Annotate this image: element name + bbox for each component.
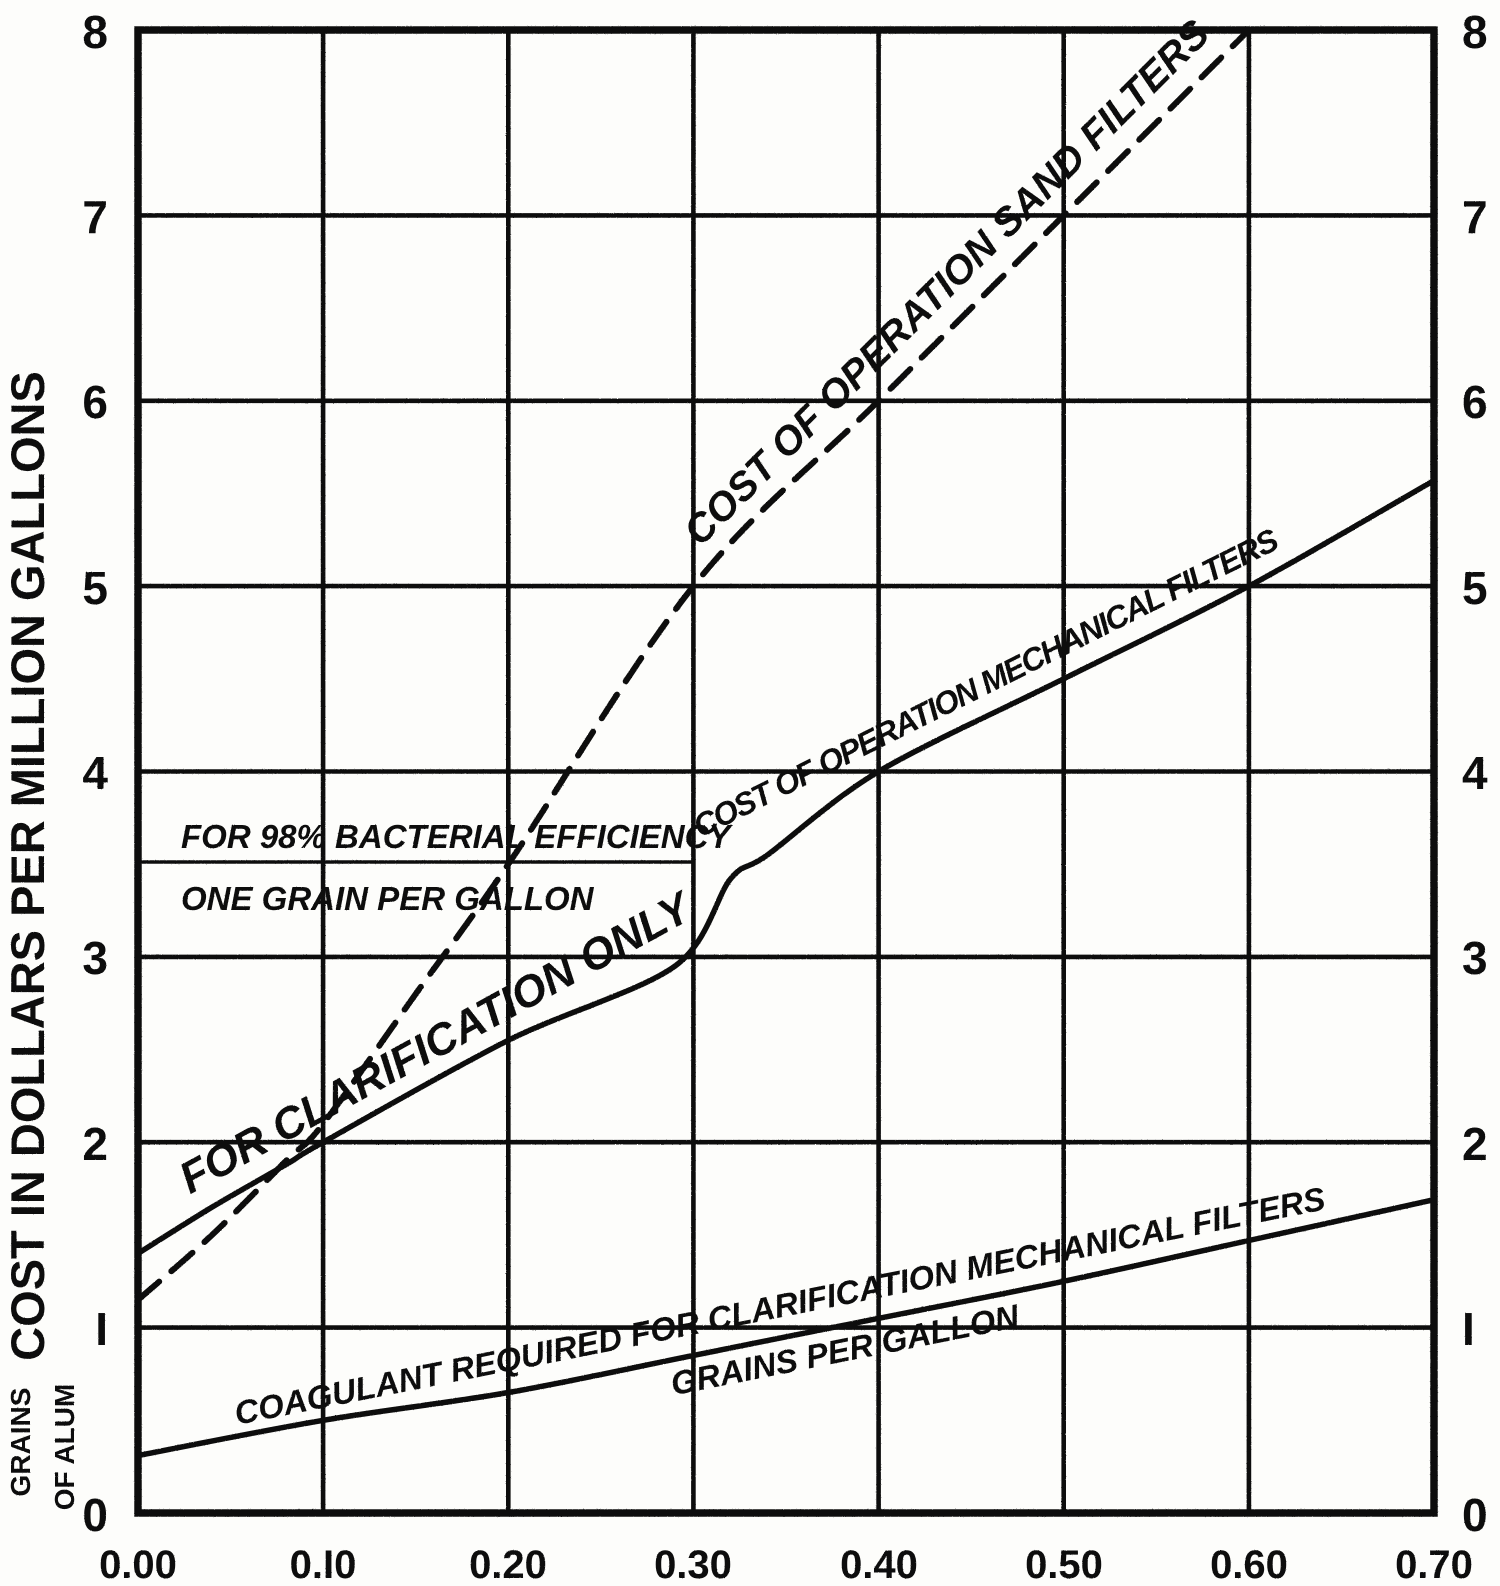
svg-text:COST OF OPERATION SAND FILTER: COST OF OPERATION SAND FILTERS (676, 11, 1219, 554)
svg-text:0.30: 0.30 (654, 1543, 732, 1586)
svg-text:OF ALUM: OF ALUM (49, 1384, 80, 1511)
svg-text:COST IN DOLLARS PER MILLION GA: COST IN DOLLARS PER MILLION GALLONS (1, 371, 54, 1361)
svg-text:ONE GRAIN PER GALLON: ONE GRAIN PER GALLON (181, 880, 595, 917)
svg-text:0.50: 0.50 (1025, 1543, 1103, 1586)
svg-text:5: 5 (1462, 562, 1488, 614)
svg-text:COST OF OPERATION MECHANICAL F: COST OF OPERATION MECHANICAL FILTERS (687, 521, 1285, 844)
svg-text:7: 7 (82, 191, 108, 243)
svg-text:8: 8 (1462, 6, 1488, 58)
svg-text:5: 5 (82, 562, 108, 614)
svg-text:FOR 98% BACTERIAL EFFICIENCY: FOR 98% BACTERIAL EFFICIENCY (181, 818, 733, 855)
svg-text:6: 6 (1462, 376, 1488, 428)
svg-text:0.40: 0.40 (840, 1543, 918, 1586)
svg-text:0: 0 (82, 1489, 108, 1541)
svg-text:GRAINS: GRAINS (5, 1388, 36, 1497)
svg-text:0.I0: 0.I0 (290, 1543, 357, 1586)
svg-text:COAGULANT REQUIRED FOR CLARIFI: COAGULANT REQUIRED FOR CLARIFICATION MEC… (231, 1180, 1328, 1432)
svg-text:4: 4 (1462, 747, 1488, 799)
svg-text:I: I (95, 1303, 108, 1355)
svg-text:8: 8 (82, 6, 108, 58)
svg-text:4: 4 (82, 747, 108, 799)
svg-text:0.70: 0.70 (1395, 1543, 1473, 1586)
svg-text:3: 3 (82, 932, 108, 984)
svg-text:0: 0 (1462, 1489, 1488, 1541)
svg-text:2: 2 (82, 1118, 108, 1170)
svg-text:3: 3 (1462, 932, 1488, 984)
svg-text:6: 6 (82, 376, 108, 428)
svg-text:0.00: 0.00 (99, 1543, 177, 1586)
svg-text:I: I (1462, 1303, 1475, 1355)
svg-text:0.60: 0.60 (1210, 1543, 1288, 1586)
svg-text:FOR CLARIFICATION ONLY: FOR CLARIFICATION ONLY (171, 882, 702, 1204)
svg-text:0.20: 0.20 (469, 1543, 547, 1586)
svg-text:2: 2 (1462, 1118, 1488, 1170)
svg-text:7: 7 (1462, 191, 1488, 243)
